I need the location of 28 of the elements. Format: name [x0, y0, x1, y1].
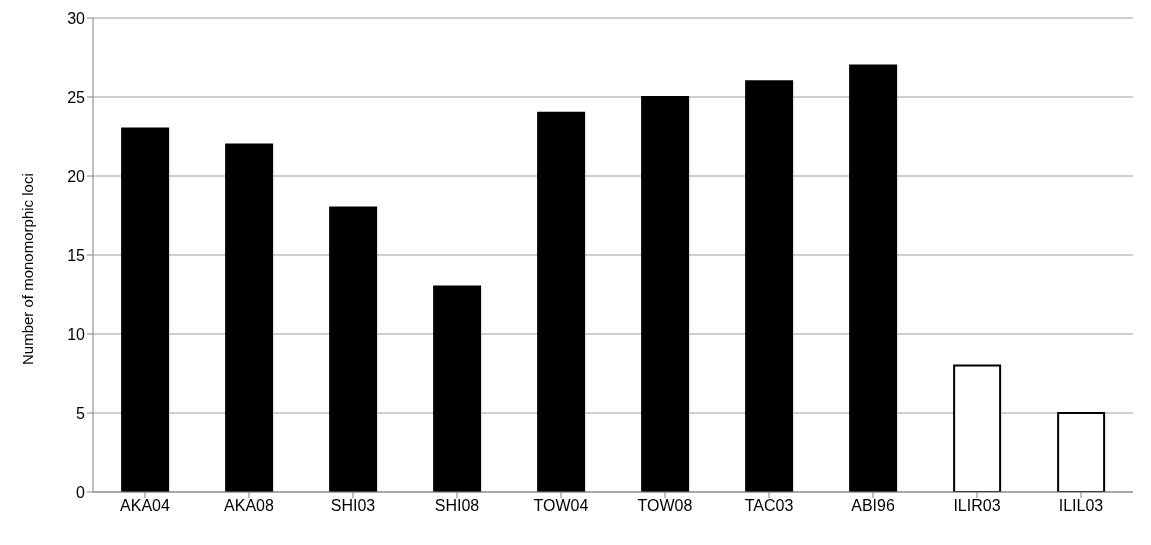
bar — [849, 64, 898, 492]
x-tick-label: AKA04 — [120, 497, 171, 515]
x-tick-label: ILIR03 — [953, 497, 1001, 515]
y-tick-label: 25 — [67, 88, 86, 106]
x-tick-label: SHI08 — [434, 497, 480, 515]
x-tick-label: TOW04 — [533, 497, 589, 515]
bar — [537, 111, 586, 492]
bar — [225, 143, 274, 492]
y-tick-label: 0 — [76, 483, 86, 501]
bar — [433, 285, 482, 492]
x-tick-label: ILIL03 — [1058, 497, 1104, 515]
y-tick-label: 5 — [76, 404, 86, 422]
y-tick-label: 15 — [67, 246, 86, 264]
x-tick-label: ABI96 — [851, 497, 895, 515]
bar — [641, 96, 690, 492]
x-tick-label: AKA08 — [224, 497, 275, 515]
y-tick-label: 10 — [67, 325, 86, 343]
bar — [329, 206, 378, 492]
bar — [121, 127, 170, 492]
x-tick-label: SHI03 — [330, 497, 376, 515]
bar — [745, 80, 794, 492]
bar — [953, 364, 1002, 492]
y-tick-label: 30 — [67, 9, 86, 27]
y-tick-label: 20 — [67, 167, 86, 185]
x-tick-label: TOW08 — [637, 497, 693, 515]
y-axis-title: Number of monomorphic loci — [19, 173, 37, 365]
x-tick-label: TAC03 — [744, 497, 794, 515]
bar — [1057, 412, 1106, 492]
